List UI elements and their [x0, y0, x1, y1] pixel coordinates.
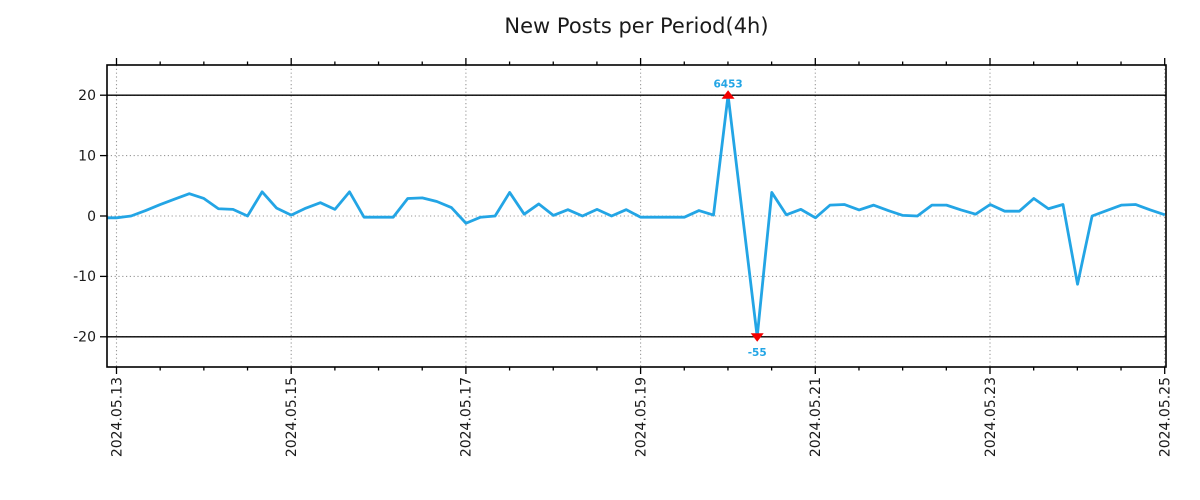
- x-tick-label: 2024.05.25: [1157, 377, 1173, 457]
- plot-frame: [106, 64, 1167, 368]
- x-tick-labels: 2024.05.13 2024.05.15 2024.05.17 2024.05.19…: [109, 377, 1173, 457]
- threshold-lines: [107, 94, 1166, 338]
- x-tick-label: 2024.05.15: [284, 377, 300, 457]
- x-tick-label-group: 2024.05.19: [633, 377, 649, 457]
- x-tick-label-group: 2024.05.15: [284, 377, 300, 457]
- x-tick-label-group: 2024.05.21: [808, 377, 824, 457]
- y-tick-label: 20: [78, 88, 96, 104]
- x-tick-label-group: 2024.05.17: [459, 377, 475, 457]
- y-tick-label: -10: [73, 269, 96, 285]
- x-gridlines: [115, 65, 1166, 367]
- annotation-label: 6453: [713, 79, 742, 91]
- x-tick-label: 2024.05.21: [808, 377, 824, 457]
- y-tick-label: 0: [87, 209, 96, 225]
- x-tick-label-group: 2024.05.23: [983, 377, 999, 457]
- x-tick-label: 2024.05.23: [983, 377, 999, 457]
- x-tick-label: 2024.05.19: [633, 377, 649, 457]
- x-tick-label: 2024.05.17: [459, 377, 475, 457]
- y-tick-labels: -20 -10 0 10 20: [73, 88, 96, 346]
- y-tick-label: 10: [78, 148, 96, 164]
- annotation-label: -55: [748, 347, 767, 359]
- series-group: [107, 93, 1166, 339]
- axis-ticks: [100, 58, 1166, 374]
- caret-up-marker-icon: [721, 90, 735, 99]
- series-line: [107, 93, 1166, 339]
- y-tick-label: -20: [73, 330, 96, 346]
- caret-down-marker-icon: [750, 333, 764, 342]
- x-tick-label-group: 2024.05.25: [1157, 377, 1173, 457]
- x-tick-label-group: 2024.05.13: [109, 377, 125, 457]
- annotations: 6453 -55: [713, 79, 766, 359]
- x-tick-label: 2024.05.13: [109, 377, 125, 457]
- chart-title: New Posts per Period(4h): [504, 14, 769, 38]
